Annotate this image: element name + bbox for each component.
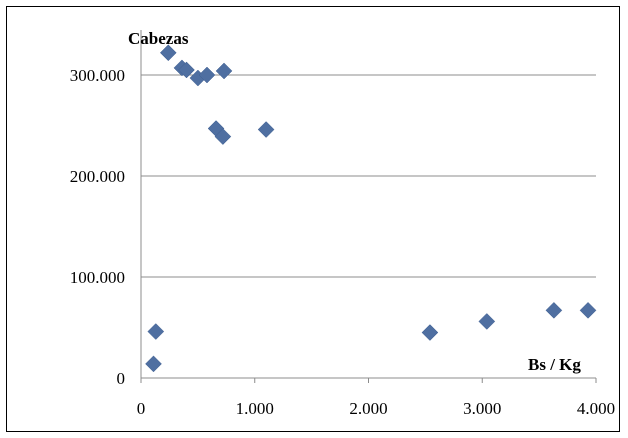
x-tick-label: 4.000 [577,399,615,418]
x-axis-title: Bs / Kg [528,355,581,374]
x-tick-label: 0 [137,399,146,418]
data-points [145,44,597,373]
data-point [545,301,563,319]
data-point [421,324,439,341]
data-point [147,323,165,340]
y-axis-title: Cabezas [128,29,189,48]
data-point [159,44,177,62]
data-point [178,61,195,79]
x-tick-label: 2.000 [349,399,387,418]
y-tick-label: 200.000 [70,167,125,186]
tick-labels: 0 100.000 200.000 300.000 0 1.000 2.000 3.000 4.… [70,66,615,418]
y-tick-label: 300.000 [70,66,125,85]
x-tick-label: 3.000 [463,399,501,418]
data-point [215,62,233,80]
chart-frame [6,6,620,432]
axes [140,30,597,383]
grid-lines [141,74,596,278]
data-point [145,355,162,373]
y-tick-label: 0 [117,369,126,388]
data-point [478,313,496,330]
data-point [214,128,232,145]
data-point [198,66,216,84]
data-point [257,121,275,138]
data-point [579,301,597,319]
x-tick-label: 1.000 [236,399,274,418]
y-tick-label: 100.000 [70,268,125,287]
